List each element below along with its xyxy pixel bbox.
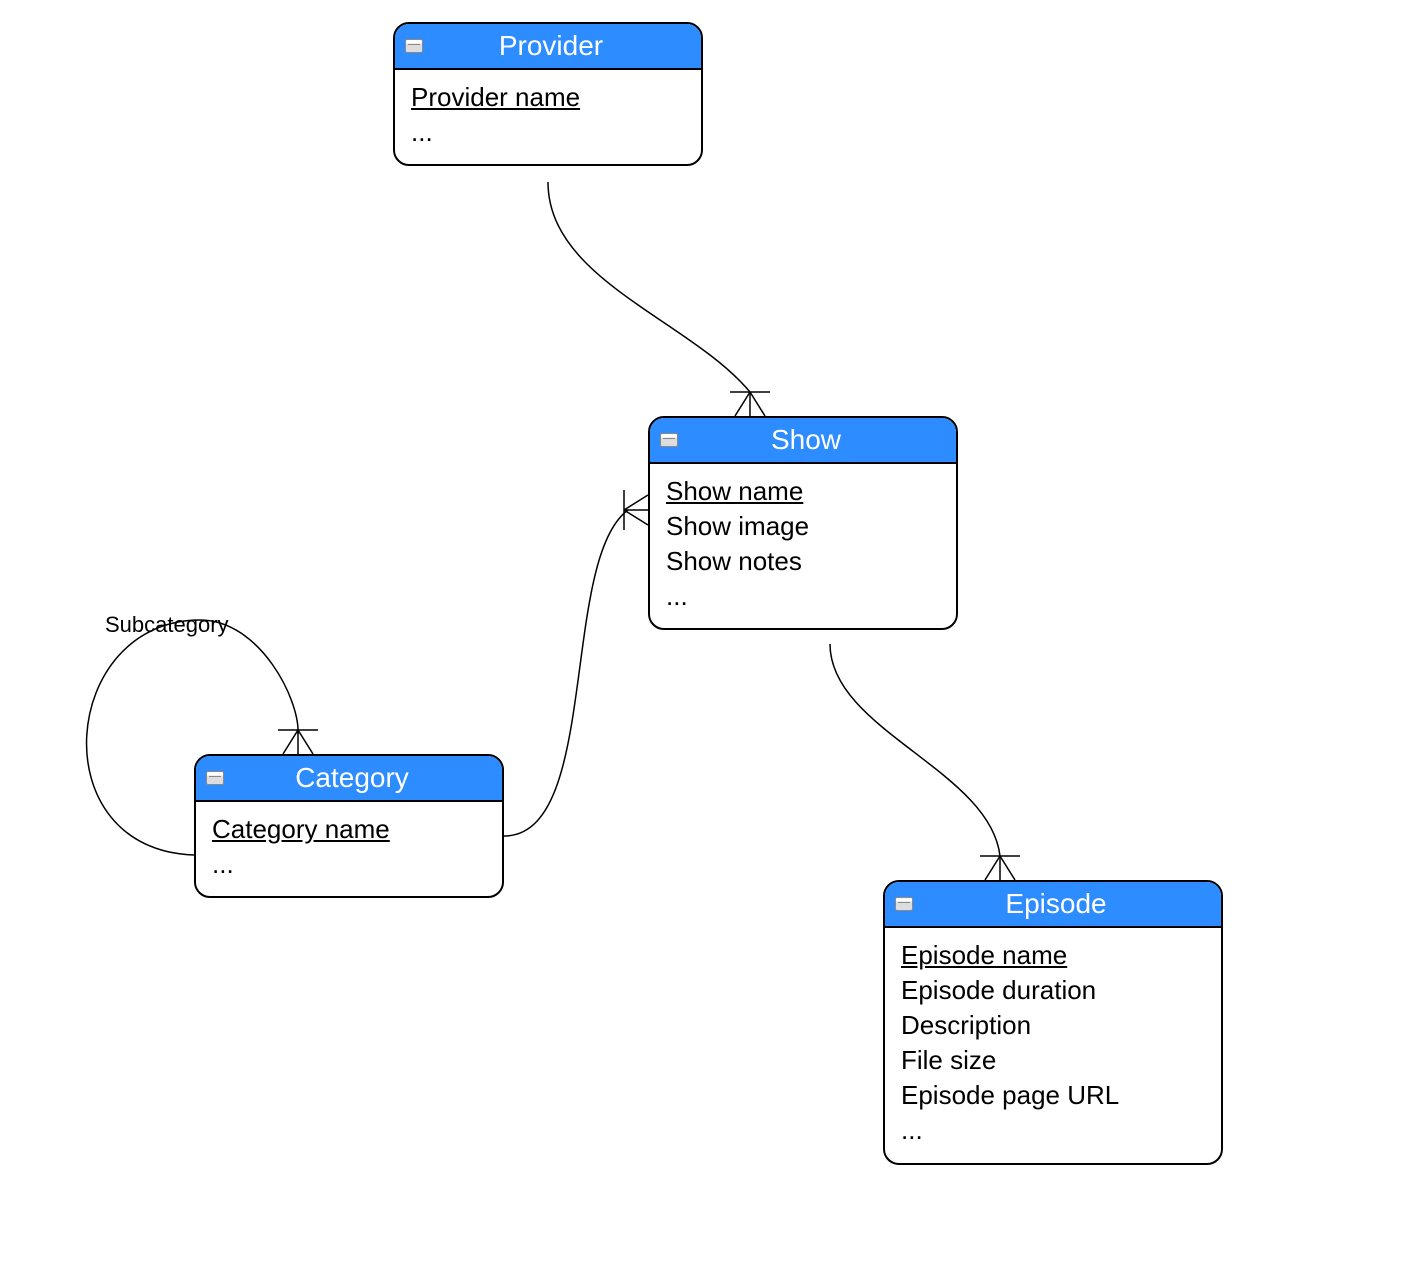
entity-title: Provider: [431, 30, 691, 62]
attribute: Episode duration: [901, 973, 1205, 1008]
entity-header: Episode: [885, 882, 1221, 928]
table-icon: [405, 39, 423, 53]
crowfoot-category-self: [278, 730, 318, 754]
attribute: Episode page URL: [901, 1078, 1205, 1113]
attribute: Show image: [666, 509, 940, 544]
table-icon: [206, 771, 224, 785]
entity-title: Show: [686, 424, 946, 456]
entity-provider: Provider Provider name ...: [393, 22, 703, 166]
edge-label-subcategory: Subcategory: [105, 612, 229, 638]
crowfoot-show-episode: [980, 856, 1020, 880]
edge-category-show: [504, 510, 628, 836]
entity-body: Provider name ...: [395, 70, 701, 164]
table-icon: [895, 897, 913, 911]
attribute: ...: [901, 1113, 1205, 1148]
attribute: ...: [666, 579, 940, 614]
entity-body: Category name ...: [196, 802, 502, 896]
entity-episode: Episode Episode name Episode duration De…: [883, 880, 1223, 1165]
attribute: Show name: [666, 474, 940, 509]
edge-provider-show: [548, 182, 750, 392]
er-diagram-canvas: Provider Provider name ... Show Show nam…: [0, 0, 1416, 1284]
attribute: Category name: [212, 812, 486, 847]
entity-body: Show name Show image Show notes ...: [650, 464, 956, 628]
entity-category: Category Category name ...: [194, 754, 504, 898]
entity-title: Episode: [921, 888, 1211, 920]
entity-header: Show: [650, 418, 956, 464]
attribute: Show notes: [666, 544, 940, 579]
attribute: Provider name: [411, 80, 685, 115]
table-icon: [660, 433, 678, 447]
crowfoot-provider-show: [730, 392, 770, 416]
entity-header: Provider: [395, 24, 701, 70]
crowfoot-category-show: [624, 490, 648, 530]
attribute: Description: [901, 1008, 1205, 1043]
attribute: ...: [411, 115, 685, 150]
entity-header: Category: [196, 756, 502, 802]
entity-title: Category: [232, 762, 492, 794]
edge-show-episode: [830, 644, 1000, 856]
entity-body: Episode name Episode duration Descriptio…: [885, 928, 1221, 1163]
entity-show: Show Show name Show image Show notes ...: [648, 416, 958, 630]
attribute: Episode name: [901, 938, 1205, 973]
attribute: File size: [901, 1043, 1205, 1078]
attribute: ...: [212, 847, 486, 882]
